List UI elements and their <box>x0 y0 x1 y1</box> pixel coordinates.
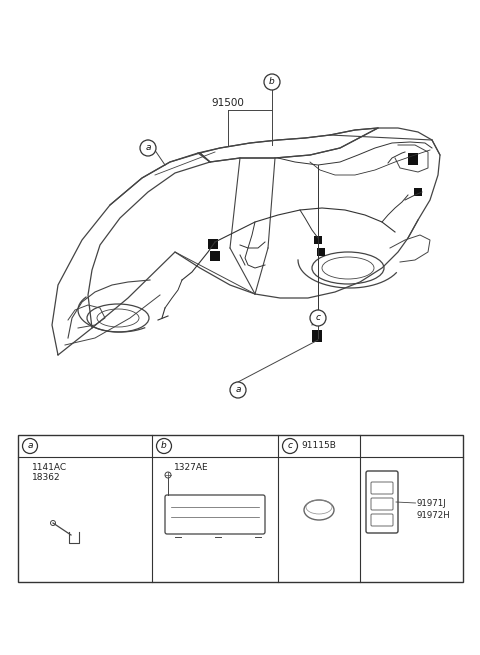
Text: 91972H: 91972H <box>417 510 450 519</box>
Text: b: b <box>269 77 275 86</box>
Text: a: a <box>235 386 241 394</box>
Text: c: c <box>315 314 321 322</box>
Circle shape <box>283 438 298 453</box>
Circle shape <box>140 140 156 156</box>
Text: 1327AE: 1327AE <box>174 464 209 472</box>
Text: a: a <box>27 441 33 451</box>
Bar <box>317 248 325 256</box>
Circle shape <box>310 310 326 326</box>
Text: 18362: 18362 <box>32 474 60 483</box>
Text: b: b <box>161 441 167 451</box>
Circle shape <box>264 74 280 90</box>
Bar <box>18 435 463 582</box>
Bar <box>314 236 322 244</box>
Circle shape <box>23 438 37 453</box>
Text: 91971J: 91971J <box>417 498 446 508</box>
Text: a: a <box>145 143 151 153</box>
Bar <box>414 188 422 196</box>
Bar <box>312 330 322 342</box>
Text: c: c <box>288 441 292 451</box>
Circle shape <box>156 438 171 453</box>
Circle shape <box>230 382 246 398</box>
Bar <box>210 251 220 261</box>
Bar <box>408 153 418 165</box>
Text: 91500: 91500 <box>212 98 244 108</box>
Text: 91115B: 91115B <box>301 441 336 451</box>
Text: 1141AC: 1141AC <box>32 464 67 472</box>
Bar <box>208 239 218 249</box>
